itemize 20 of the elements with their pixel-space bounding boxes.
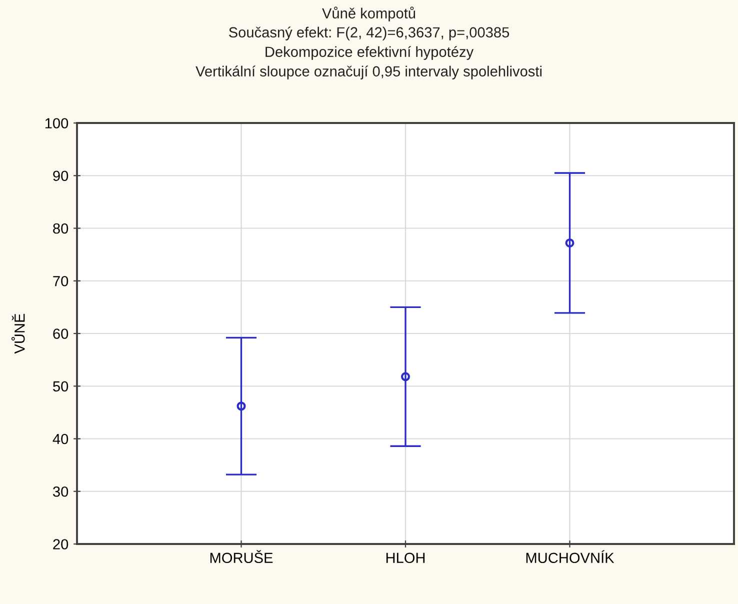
y-tick-label: 100: [45, 118, 68, 128]
point: [400, 372, 410, 382]
y-tick-label: 30: [53, 486, 68, 497]
y-tick-label: 50: [53, 381, 68, 392]
text: Dekompozice efektivní hypotézy: [266, 46, 474, 60]
chart-title: Vůně kompotů: [322, 6, 416, 22]
point: [565, 238, 574, 248]
x-tick-label: HLOH: [386, 552, 425, 564]
y-tick-label: 80: [53, 223, 68, 234]
y-tick-label: 90: [53, 170, 68, 182]
point: [236, 402, 246, 411]
y-tick-label: 60: [53, 328, 68, 339]
chart-subtitle: Současný efekt: F(2, 42)=6,3637, p=,00385: [229, 26, 510, 40]
y-tick-label: 20: [53, 539, 68, 550]
x-tick-label: MORUŠE: [210, 550, 273, 564]
x-tick-label: MUCHOVNÍK: [526, 550, 614, 564]
y-axis-title: VŮNĚ: [11, 314, 25, 354]
y-tick-label: 40: [52, 434, 68, 444]
text: Vertikální sloupce označují 0,95 intervaly spolehlivosti: [196, 66, 542, 80]
y-tick-label: 70: [53, 276, 68, 286]
